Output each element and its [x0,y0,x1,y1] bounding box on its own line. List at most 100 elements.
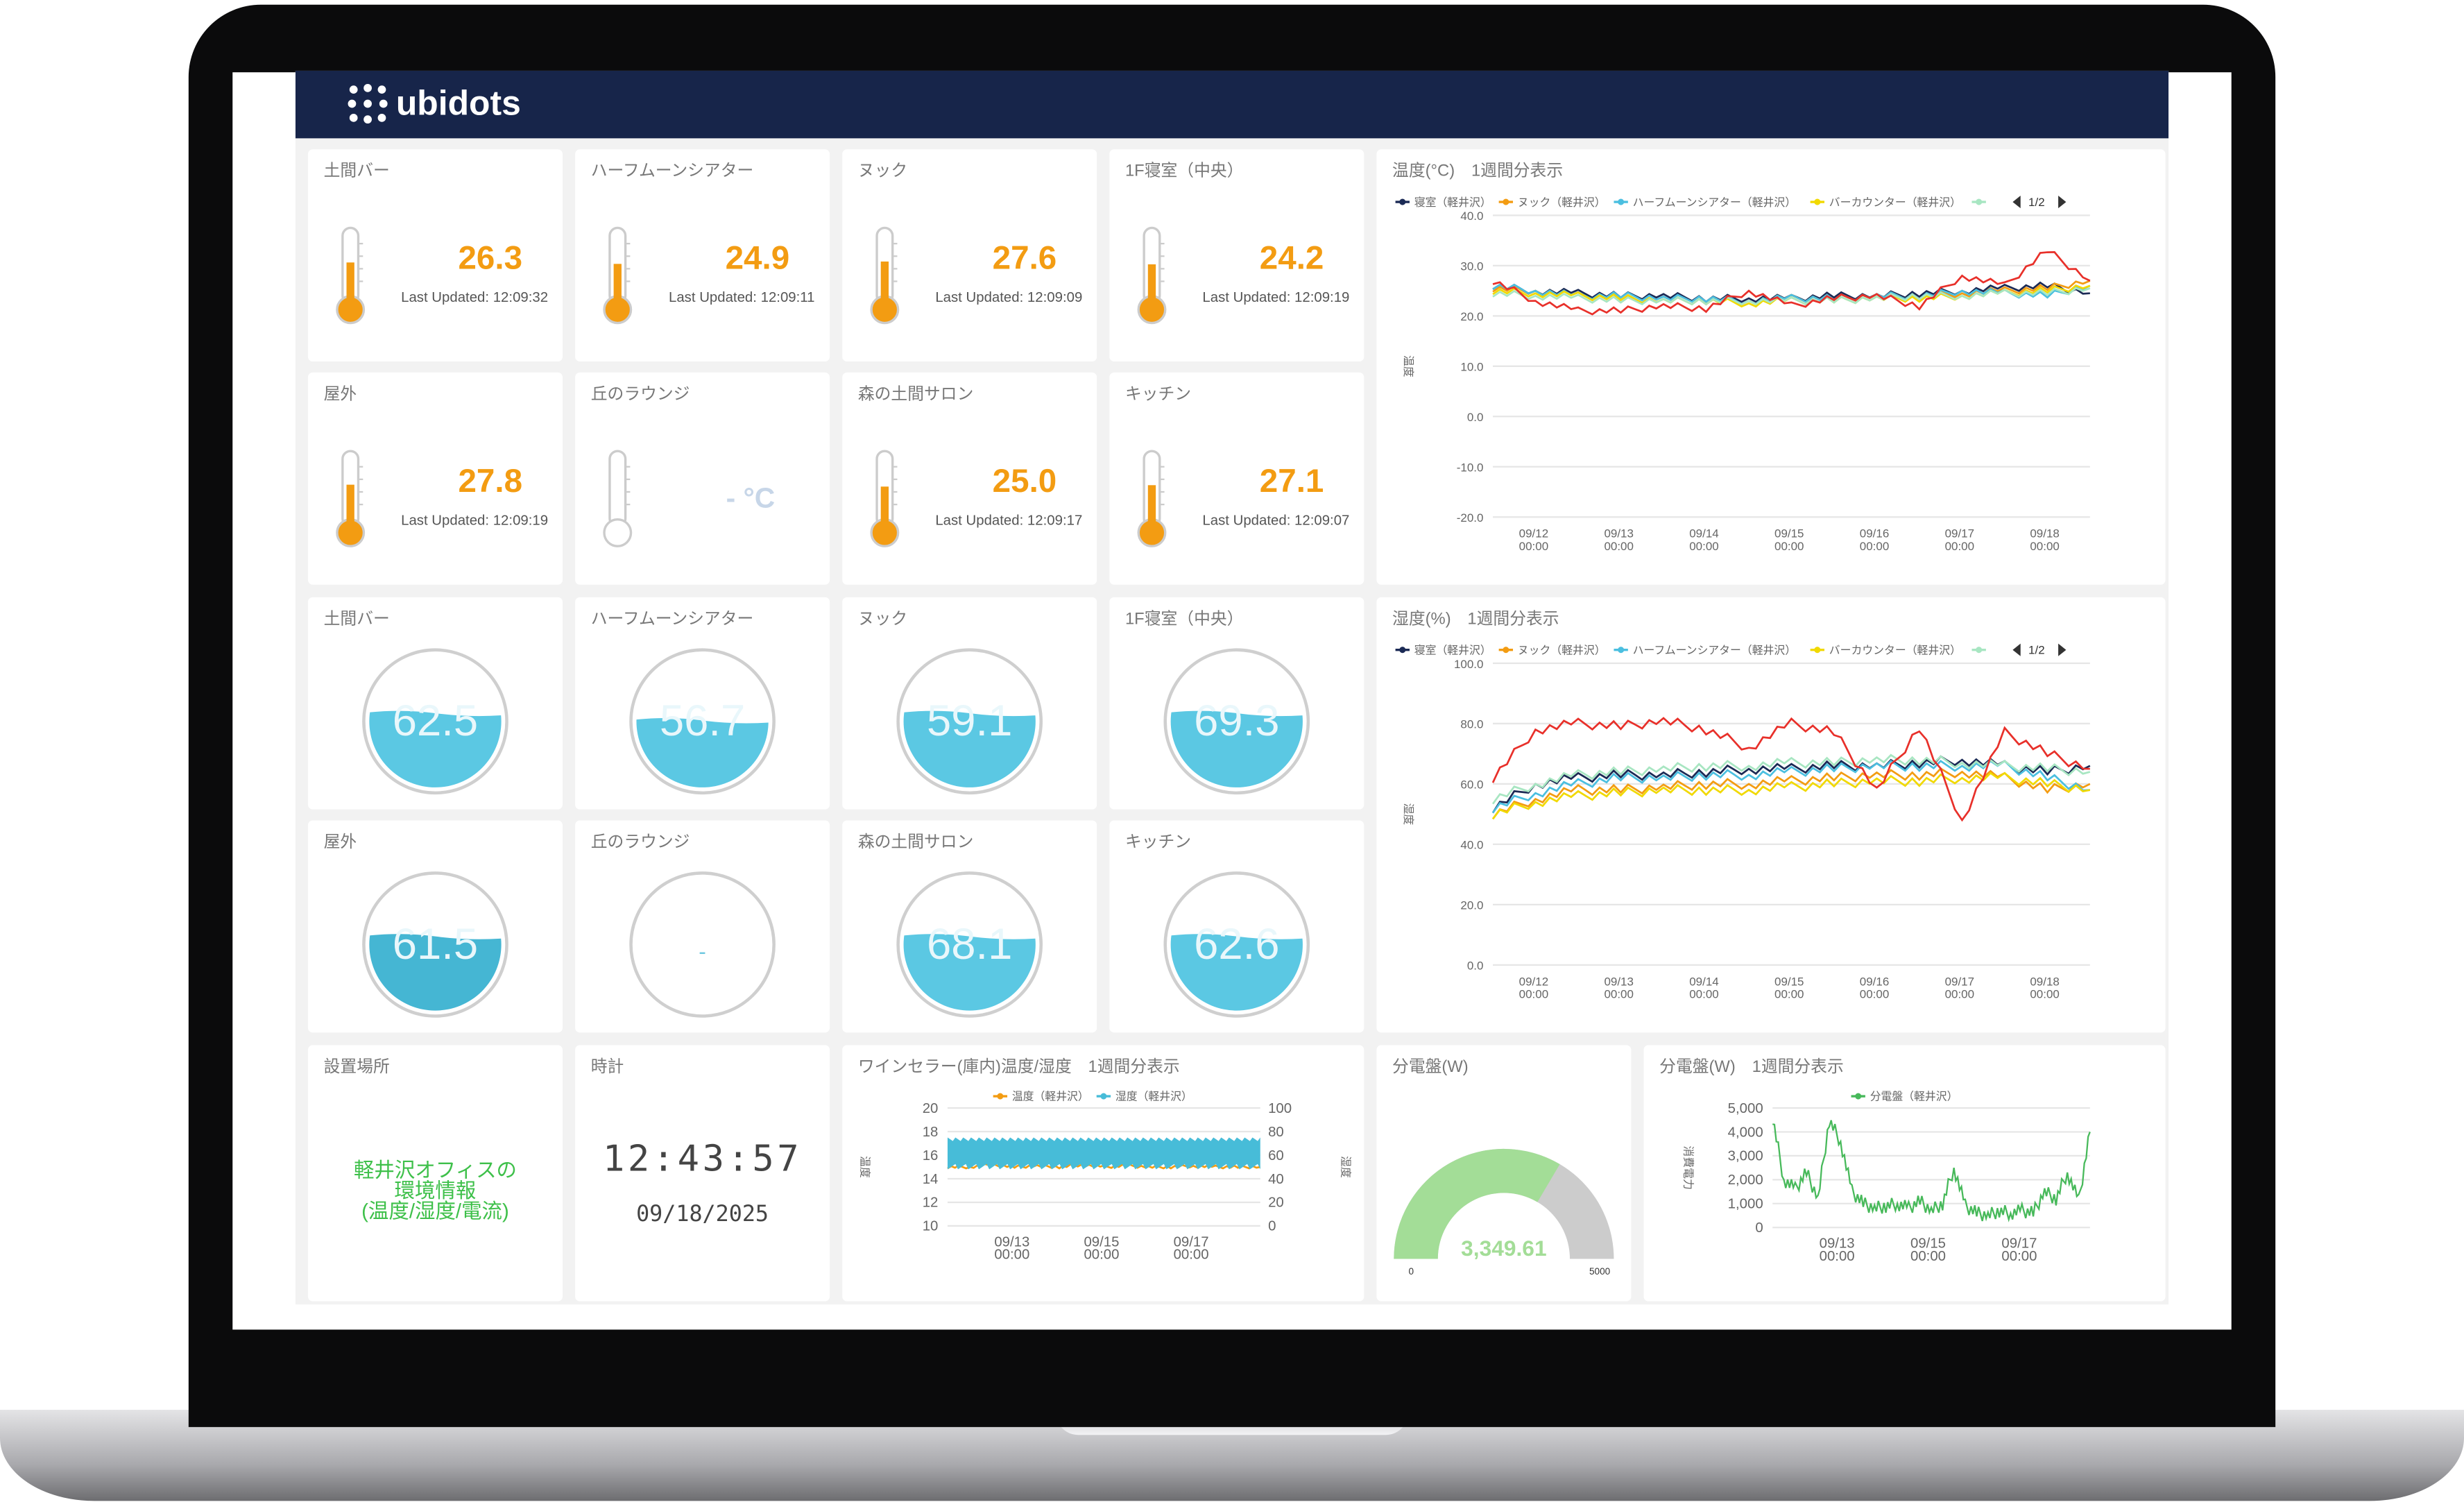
y2-tick-label: 100 [1268,1101,1292,1116]
temperature-tile[interactable]: 1F寝室（中央） 24.2 Last Updated: 12:09:19 [1109,149,1364,362]
humidity-tile[interactable]: 森の土間サロン 68.1 [842,820,1097,1033]
humidity-value: 59.1 [927,697,1012,745]
temperature-value: 25.0 [992,463,1057,500]
x-tick-label: 09/12 [1519,527,1548,540]
gauge-min-label: 0 [1408,1266,1414,1277]
legend-item: ハーフムーンシアター（軽井沢） [1614,644,1796,656]
y-axis-label: 消費電力 [1682,1145,1694,1189]
temperature-tile[interactable]: 丘のラウンジ - °C [575,372,830,585]
x-tick-label: 00:00 [1519,540,1548,553]
temperature-tile[interactable]: 屋外 27.8 Last Updated: 12:09:19 [307,372,563,585]
temperature-value: 26.3 [458,240,523,277]
y-tick-label: 2,000 [1728,1173,1763,1188]
clock-time: 12:43:57 [602,1139,803,1181]
humidity-gauge: 69.3 [1163,648,1310,795]
y-tick-label: 30.0 [1460,260,1483,273]
tile-label: 屋外 [323,833,357,852]
ubidots-logo[interactable]: ubidots [345,82,521,126]
humidity-tile[interactable]: キッチン 62.6 [1109,820,1364,1033]
tile-label: 丘のラウンジ [590,833,690,852]
water-fill [1170,710,1303,787]
temperature-value: 27.1 [1259,463,1324,500]
x-tick-label: 09/15 [1774,527,1804,540]
temperature-chart: 40.030.020.010.00.0-10.0-20.009/1200:000… [1395,196,2091,553]
humidity-value: 62.5 [393,697,478,745]
legend-label: 分電盤（軽井沢） [1870,1091,1958,1103]
temperature-value: - °C [726,482,776,514]
humidity-tile[interactable]: ハーフムーンシアター 56.7 [575,597,830,810]
humidity-tile[interactable]: 土間バー 62.5 [307,597,563,810]
humidity-value: - [699,939,706,964]
y-tick-label: -10.0 [1457,461,1484,475]
water-fill [369,934,502,1011]
tile-label: キッチン [1124,384,1192,404]
last-updated: Last Updated: 12:09:32 [401,289,549,305]
next-page-icon[interactable] [2058,196,2067,209]
humidity-value: 61.5 [393,920,478,969]
x-tick-label: 00:00 [1519,987,1548,1000]
legend-label: バーカウンター（軽井沢） [1829,644,1961,656]
temperature-tile[interactable]: ハーフムーンシアター 24.9 Last Updated: 12:09:11 [575,149,830,362]
y-tick-label: 40.0 [1460,210,1483,223]
y-axis-label: 湿度 [1402,803,1414,826]
humidity-gauge: 61.5 [362,871,508,1018]
prev-page-icon[interactable] [2012,643,2021,656]
y-tick-label: 80.0 [1460,718,1483,731]
temperature-tile[interactable]: 森の土間サロン 25.0 Last Updated: 12:09:17 [842,372,1097,585]
prev-page-icon[interactable] [2012,196,2021,209]
y-tick-label: 0.0 [1467,960,1484,973]
humidity-tile[interactable]: ヌック 59.1 [842,597,1097,810]
x-tick-label: 00:00 [1604,540,1633,553]
y-tick-label: 60.0 [1460,778,1483,792]
legend-marker [1503,198,1509,205]
y2-tick-label: 80 [1268,1125,1284,1140]
logo-dots-icon [348,83,388,124]
tile-label: 土間バー [323,162,390,181]
tile-label: 1F寝室（中央） [1124,162,1244,181]
legend-item: ハーフムーンシアター（軽井沢） [1614,196,1796,209]
thermometer-icon [1137,226,1167,325]
power-gauge: 3,349.61 0 5000 [1394,1148,1614,1277]
humidity-gauge: 59.1 [896,648,1043,795]
last-updated: Last Updated: 12:09:09 [935,289,1083,305]
y-tick-label: 100.0 [1454,658,1483,671]
water-fill [1170,934,1303,1011]
tile-label: 屋外 [323,384,357,404]
location-line: 軽井沢オフィスの [353,1158,517,1182]
x-tick-label: 09/16 [1860,527,1889,540]
humidity-chart: 100.080.060.040.020.00.009/1200:0009/130… [1395,643,2091,1000]
temperature-tile[interactable]: ヌック 27.6 Last Updated: 12:09:09 [842,149,1097,362]
y-tick-label: 5,000 [1728,1101,1763,1116]
series-line [1491,771,2091,820]
tile-label: ハーフムーンシアター [590,609,754,629]
x-tick-label: 09/17 [2001,1236,2037,1252]
y2-tick-label: 0 [1268,1219,1276,1234]
y2-axis-label: 湿度 [1340,1156,1352,1178]
location-line: (温度/湿度/電流) [361,1199,509,1223]
x-tick-label: 00:00 [2030,540,2059,553]
thermometer-icon [336,450,366,547]
humidity-tile[interactable]: 1F寝室（中央） 69.3 [1109,597,1364,810]
x-tick-label: 09/15 [1084,1234,1119,1250]
y-tick-label: 1,000 [1728,1197,1763,1212]
x-tick-label: 09/15 [1774,975,1804,988]
humidity-tile[interactable]: 丘のラウンジ - [575,820,830,1033]
y-tick-label: 0 [1755,1220,1763,1236]
legend-item: バーカウンター（軽井沢） [1810,644,1961,656]
last-updated: Last Updated: 12:09:19 [1202,289,1350,305]
humidity-tile[interactable]: 屋外 61.5 [307,820,563,1033]
tile-label: 森の土間サロン [857,833,974,852]
x-tick-label: 00:00 [1689,540,1718,553]
legend-item [1971,647,1986,654]
tile-label: 1F寝室（中央） [1124,609,1244,629]
temperature-tile[interactable]: キッチン 27.1 Last Updated: 12:09:07 [1109,372,1364,585]
x-tick-label: 00:00 [2030,987,2059,1000]
y-tick-label: 20.0 [1460,310,1483,323]
legend-marker [1618,198,1625,205]
location-title: 設置場所 [323,1057,390,1077]
series-line [1491,753,2091,805]
humidity-chart-card: 湿度(%) 1週間分表示 100.0 80.0 60.0 40.0 20.0 0.0 09/… [1376,597,2166,1033]
next-page-icon[interactable] [2058,643,2067,656]
temperature-tile[interactable]: 土間バー 26.3 Last Updated: 12:09:32 [307,149,563,362]
